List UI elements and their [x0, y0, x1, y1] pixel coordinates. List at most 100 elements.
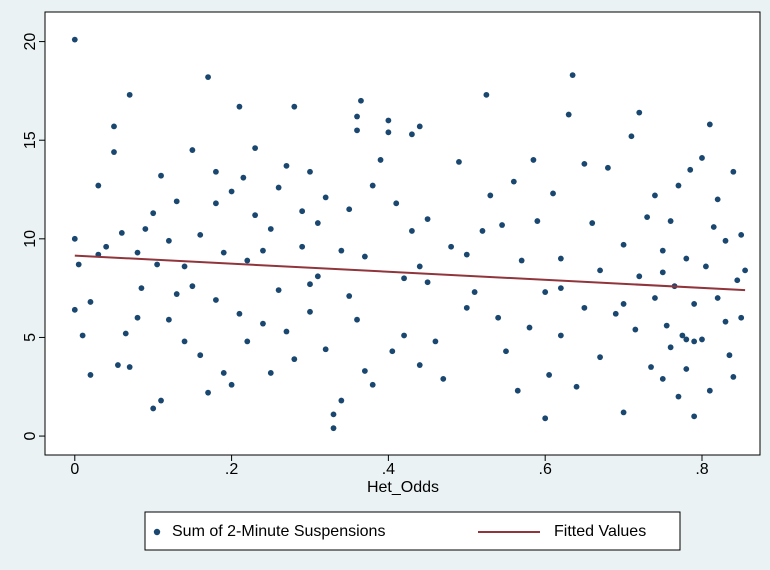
x-tick-label: .2 — [225, 461, 238, 478]
point — [734, 277, 741, 284]
point — [542, 289, 549, 295]
point — [699, 336, 705, 343]
point — [424, 216, 431, 223]
point — [589, 220, 596, 226]
legend-label: Sum of 2-Minute Suspensions — [172, 523, 385, 540]
point — [542, 415, 549, 422]
point — [158, 397, 164, 404]
point — [569, 72, 576, 79]
point — [546, 372, 553, 378]
point — [369, 381, 376, 388]
y-tick-label: 5 — [22, 333, 39, 342]
point — [730, 373, 737, 380]
point — [330, 425, 337, 432]
point — [620, 241, 627, 248]
point — [659, 375, 666, 382]
point — [291, 356, 298, 363]
point — [252, 145, 259, 151]
point — [652, 192, 658, 199]
y-tick-label: 15 — [22, 131, 39, 149]
point — [416, 263, 423, 270]
point — [691, 301, 698, 307]
point — [514, 387, 521, 394]
point — [534, 218, 541, 224]
point — [738, 231, 745, 238]
point — [691, 413, 698, 420]
point — [683, 366, 690, 372]
y-tick-label: 10 — [22, 230, 39, 248]
point — [636, 273, 643, 280]
point — [134, 249, 141, 256]
point — [165, 316, 172, 323]
y-tick-label: 0 — [22, 432, 39, 441]
point — [71, 235, 78, 242]
point — [244, 257, 251, 264]
point — [683, 255, 690, 262]
point — [150, 210, 157, 217]
point — [573, 383, 580, 390]
point — [659, 269, 666, 276]
point — [275, 287, 282, 294]
point — [479, 228, 486, 234]
point — [275, 184, 282, 191]
point — [526, 324, 533, 331]
point — [244, 338, 251, 345]
point — [644, 214, 651, 221]
point — [448, 243, 455, 250]
point — [240, 174, 247, 181]
plot-area — [44, 11, 761, 456]
point — [213, 200, 219, 207]
point — [118, 230, 125, 236]
point — [597, 267, 603, 274]
point — [154, 261, 161, 268]
legend-swatch — [153, 528, 161, 536]
point — [557, 285, 564, 292]
x-tick-label: .8 — [695, 461, 708, 478]
point — [510, 178, 517, 185]
point — [314, 220, 321, 226]
point — [416, 123, 423, 130]
point — [173, 291, 180, 297]
point — [401, 275, 407, 282]
point — [322, 194, 329, 201]
point — [530, 157, 537, 163]
point — [628, 133, 635, 140]
point — [307, 308, 313, 315]
point — [283, 162, 290, 169]
point — [142, 226, 149, 232]
point — [299, 243, 306, 250]
point — [605, 164, 611, 171]
point — [487, 192, 494, 199]
point — [432, 338, 439, 345]
point — [714, 196, 721, 203]
point — [389, 348, 396, 355]
point — [267, 370, 274, 376]
point — [691, 338, 698, 345]
point — [87, 299, 94, 305]
point — [675, 393, 682, 400]
point — [213, 297, 219, 303]
point — [557, 332, 564, 339]
point — [126, 364, 133, 370]
point — [565, 111, 572, 118]
point — [675, 182, 682, 189]
point — [738, 314, 745, 321]
point — [742, 267, 749, 274]
point — [409, 131, 415, 138]
point — [722, 237, 729, 244]
point — [706, 121, 713, 128]
point — [456, 159, 462, 165]
point — [706, 387, 713, 394]
point — [416, 362, 423, 368]
point — [189, 283, 196, 290]
point — [354, 113, 360, 120]
point — [95, 182, 102, 189]
point — [197, 352, 204, 359]
legend — [144, 511, 681, 551]
point — [463, 304, 470, 311]
point — [722, 318, 729, 325]
point — [138, 285, 145, 292]
point — [385, 117, 392, 124]
point — [260, 320, 266, 327]
